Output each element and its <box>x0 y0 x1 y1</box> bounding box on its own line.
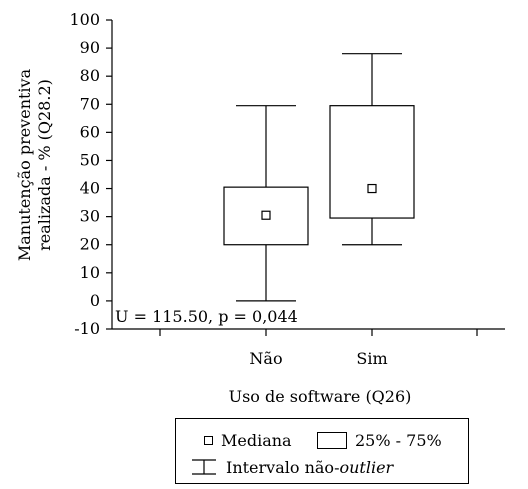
x-axis: Não Sim <box>112 328 505 368</box>
box-plot-chart: -10 0 10 20 30 40 50 60 70 80 90 100 Não Sim U = 115… <box>15 10 505 406</box>
y-tick-label: 10 <box>80 263 100 282</box>
y-axis-label-line1: Manutenção preventiva <box>15 68 34 261</box>
x-tick-label: Não <box>249 349 282 368</box>
legend: Mediana 25% - 75% Intervalo não-outlier <box>175 418 469 484</box>
whisker-symbol-icon <box>192 459 216 475</box>
box-symbol-icon <box>317 431 347 449</box>
y-tick-label: 60 <box>80 122 100 141</box>
y-tick-label: 50 <box>80 150 100 169</box>
y-tick-label: 0 <box>90 291 100 310</box>
legend-median-label: Mediana <box>221 430 292 450</box>
x-tick-label: Sim <box>356 349 387 368</box>
y-tick-label: 100 <box>69 10 100 29</box>
y-axis: -10 0 10 20 30 40 50 60 70 80 90 100 <box>69 10 113 338</box>
legend-whisker-label: Intervalo não-outlier <box>226 457 394 477</box>
y-tick-label: 90 <box>80 38 100 57</box>
y-tick-label: 30 <box>80 207 100 226</box>
y-tick-label: 40 <box>80 179 100 198</box>
y-tick-label: 80 <box>80 66 100 85</box>
y-tick-label: 20 <box>80 235 100 254</box>
legend-item-box: 25% - 75% <box>317 428 442 452</box>
median-marker <box>367 183 377 194</box>
iqr-box <box>329 105 415 219</box>
median-symbol-icon <box>204 435 213 445</box>
x-axis-label: Uso de software (Q26) <box>229 387 412 406</box>
stat-annotation: U = 115.50, p = 0,044 <box>115 307 298 326</box>
legend-box-label: 25% - 75% <box>355 430 442 450</box>
legend-item-median: Mediana <box>204 428 292 452</box>
boxes <box>223 53 415 302</box>
box-sim <box>329 53 415 246</box>
y-tick-label: 70 <box>80 94 100 113</box>
legend-item-whisker: Intervalo não-outlier <box>190 455 393 479</box>
y-axis-label-line2: realizada - % (Q28.2) <box>35 79 54 251</box>
box-nao <box>223 105 309 302</box>
y-tick-label: -10 <box>74 319 100 338</box>
median-marker <box>261 210 271 220</box>
